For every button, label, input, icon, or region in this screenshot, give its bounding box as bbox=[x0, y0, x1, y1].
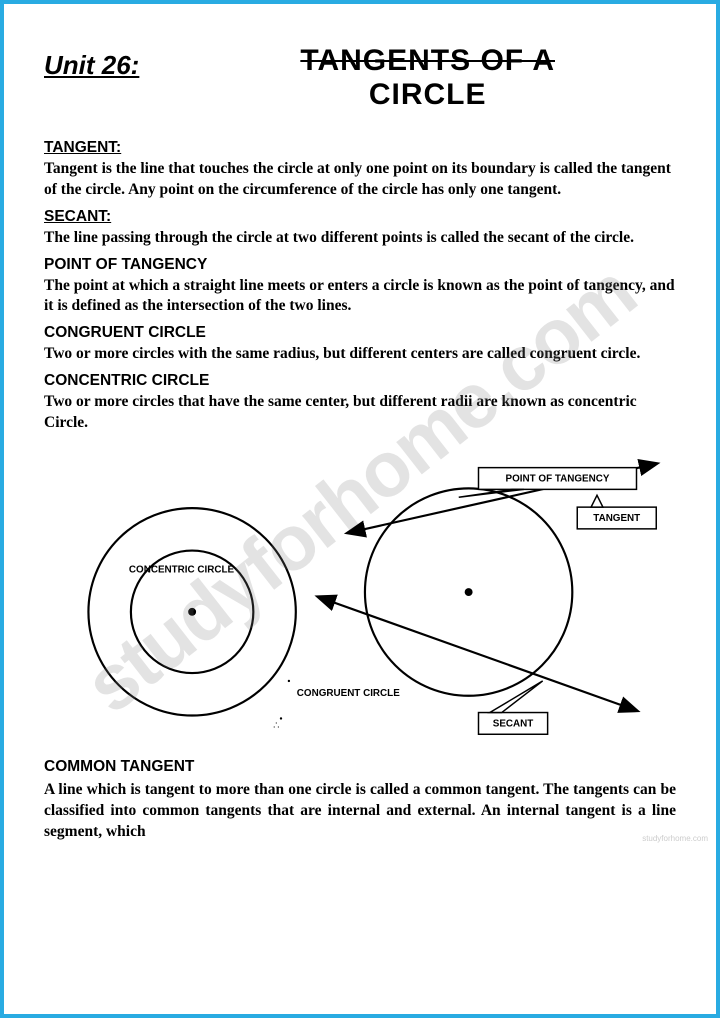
circle-diagram: CONCENTRIC CIRCLE POINT OF TANGENCY TANGEN… bbox=[44, 452, 676, 742]
title-line1: TANGENTS OF A bbox=[300, 44, 555, 77]
def-text-congruent: Two or more circles with the same radius… bbox=[44, 344, 676, 365]
def-title-tangent: TANGENT: bbox=[44, 138, 676, 159]
def-text-tangent: Tangent is the line that touches the cir… bbox=[44, 159, 676, 201]
def-text-concentric: Two or more circles that have the same c… bbox=[44, 392, 676, 434]
unit-label: Unit 26: bbox=[44, 50, 139, 81]
small-watermark: studyforhome.com bbox=[642, 834, 708, 843]
def-title-concentric: CONCENTRIC CIRCLE bbox=[44, 371, 676, 392]
page-title: TANGENTS OF A CIRCLE bbox=[179, 44, 676, 112]
svg-text:∴: ∴ bbox=[273, 720, 279, 731]
def-title-common: COMMON TANGENT bbox=[44, 758, 676, 776]
page-header: Unit 26: TANGENTS OF A CIRCLE bbox=[44, 44, 676, 112]
diagram-svg: CONCENTRIC CIRCLE POINT OF TANGENCY TANGEN… bbox=[44, 452, 676, 742]
svg-text:CONCENTRIC CIRCLE: CONCENTRIC CIRCLE bbox=[129, 564, 235, 575]
def-text-secant: The line passing through the circle at t… bbox=[44, 228, 676, 249]
def-text-pot: The point at which a straight line meets… bbox=[44, 276, 676, 318]
def-text-common: A line which is tangent to more than one… bbox=[44, 780, 676, 843]
svg-text:SECANT: SECANT bbox=[493, 718, 534, 729]
svg-text:POINT OF TANGENCY: POINT OF TANGENCY bbox=[506, 473, 610, 484]
title-line2: CIRCLE bbox=[369, 78, 487, 111]
def-title-secant: SECANT: bbox=[44, 207, 676, 228]
def-title-congruent: CONGRUENT CIRCLE bbox=[44, 323, 676, 344]
svg-text:CONGRUENT CIRCLE: CONGRUENT CIRCLE bbox=[297, 688, 400, 699]
svg-text:TANGENT: TANGENT bbox=[593, 513, 640, 524]
def-title-pot: POINT OF TANGENCY bbox=[44, 255, 676, 276]
definitions: TANGENT: Tangent is the line that touche… bbox=[44, 138, 676, 434]
